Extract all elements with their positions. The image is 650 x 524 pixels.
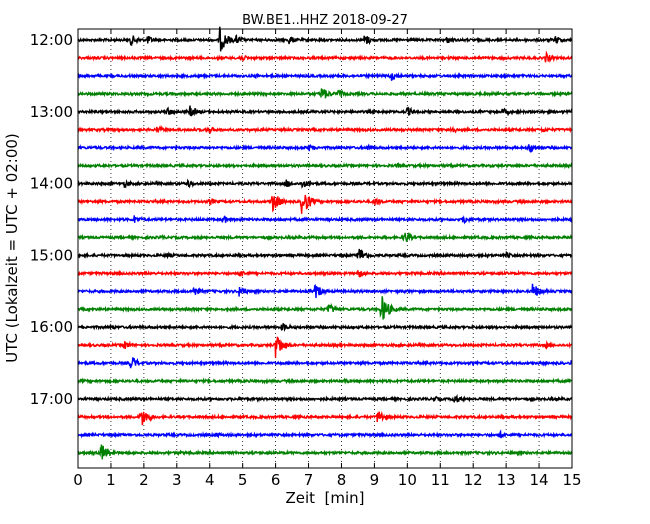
seismic-trace (77, 377, 573, 385)
y-tick-label: 15:00 (30, 246, 73, 264)
seismic-trace (77, 429, 573, 439)
y-tick-label: 13:00 (30, 103, 73, 121)
y-tick-label: 12:00 (30, 31, 73, 49)
x-tick-label: 3 (172, 471, 182, 489)
y-tick-label: 16:00 (30, 318, 73, 336)
x-tick-label: 7 (304, 471, 314, 489)
seismic-trace (77, 105, 573, 117)
x-tick-label: 4 (205, 471, 215, 489)
seismic-trace (77, 26, 573, 52)
trace-group (77, 26, 573, 460)
seismic-trace (77, 71, 573, 81)
y-ticks: 12:00 13:00 14:00 15:00 16:00 17:00 (30, 31, 572, 408)
seismic-trace (77, 215, 573, 225)
y-axis-label: UTC (Lokalzeit = UTC + 02:00) (3, 133, 21, 363)
seismic-trace (77, 269, 573, 278)
x-axis-label: Zeit [min] (285, 489, 364, 507)
x-ticks: 0 1 2 3 4 5 6 7 8 9 10 11 12 13 14 15 (73, 29, 582, 489)
x-tick-label: 1 (106, 471, 116, 489)
chart-title: BW.BE1..HHZ 2018-09-27 (242, 13, 408, 28)
x-tick-label: 8 (337, 471, 347, 489)
seismic-trace (77, 194, 573, 214)
seismic-trace (77, 444, 573, 460)
seismic-trace (77, 410, 573, 426)
seismic-trace (77, 50, 573, 63)
seismic-trace (77, 88, 573, 99)
x-tick-label: 6 (271, 471, 281, 489)
plot-frame (77, 28, 573, 469)
x-tick-label: 11 (431, 471, 450, 489)
seismic-trace (77, 231, 573, 243)
seismic-trace (77, 161, 573, 170)
seismic-trace (77, 248, 573, 260)
x-tick-label: 10 (398, 471, 417, 489)
seismic-trace (77, 336, 573, 358)
seismic-trace (77, 125, 573, 135)
x-tick-label: 9 (370, 471, 380, 489)
y-tick-label: 14:00 (30, 175, 73, 193)
x-tick-label: 5 (238, 471, 248, 489)
x-tick-label: 14 (530, 471, 549, 489)
seismic-trace (77, 143, 573, 153)
seismic-trace (77, 357, 573, 369)
x-tick-label: 0 (73, 471, 83, 489)
x-tick-label: 15 (562, 471, 581, 489)
x-tick-label: 2 (139, 471, 149, 489)
seismic-trace (77, 322, 573, 332)
seismic-trace (77, 178, 573, 189)
seismic-trace (77, 283, 573, 299)
x-tick-label: 13 (497, 471, 516, 489)
seismic-trace (77, 296, 573, 320)
x-tick-label: 12 (464, 471, 483, 489)
seismic-trace (77, 393, 573, 403)
y-tick-label: 17:00 (30, 390, 73, 408)
